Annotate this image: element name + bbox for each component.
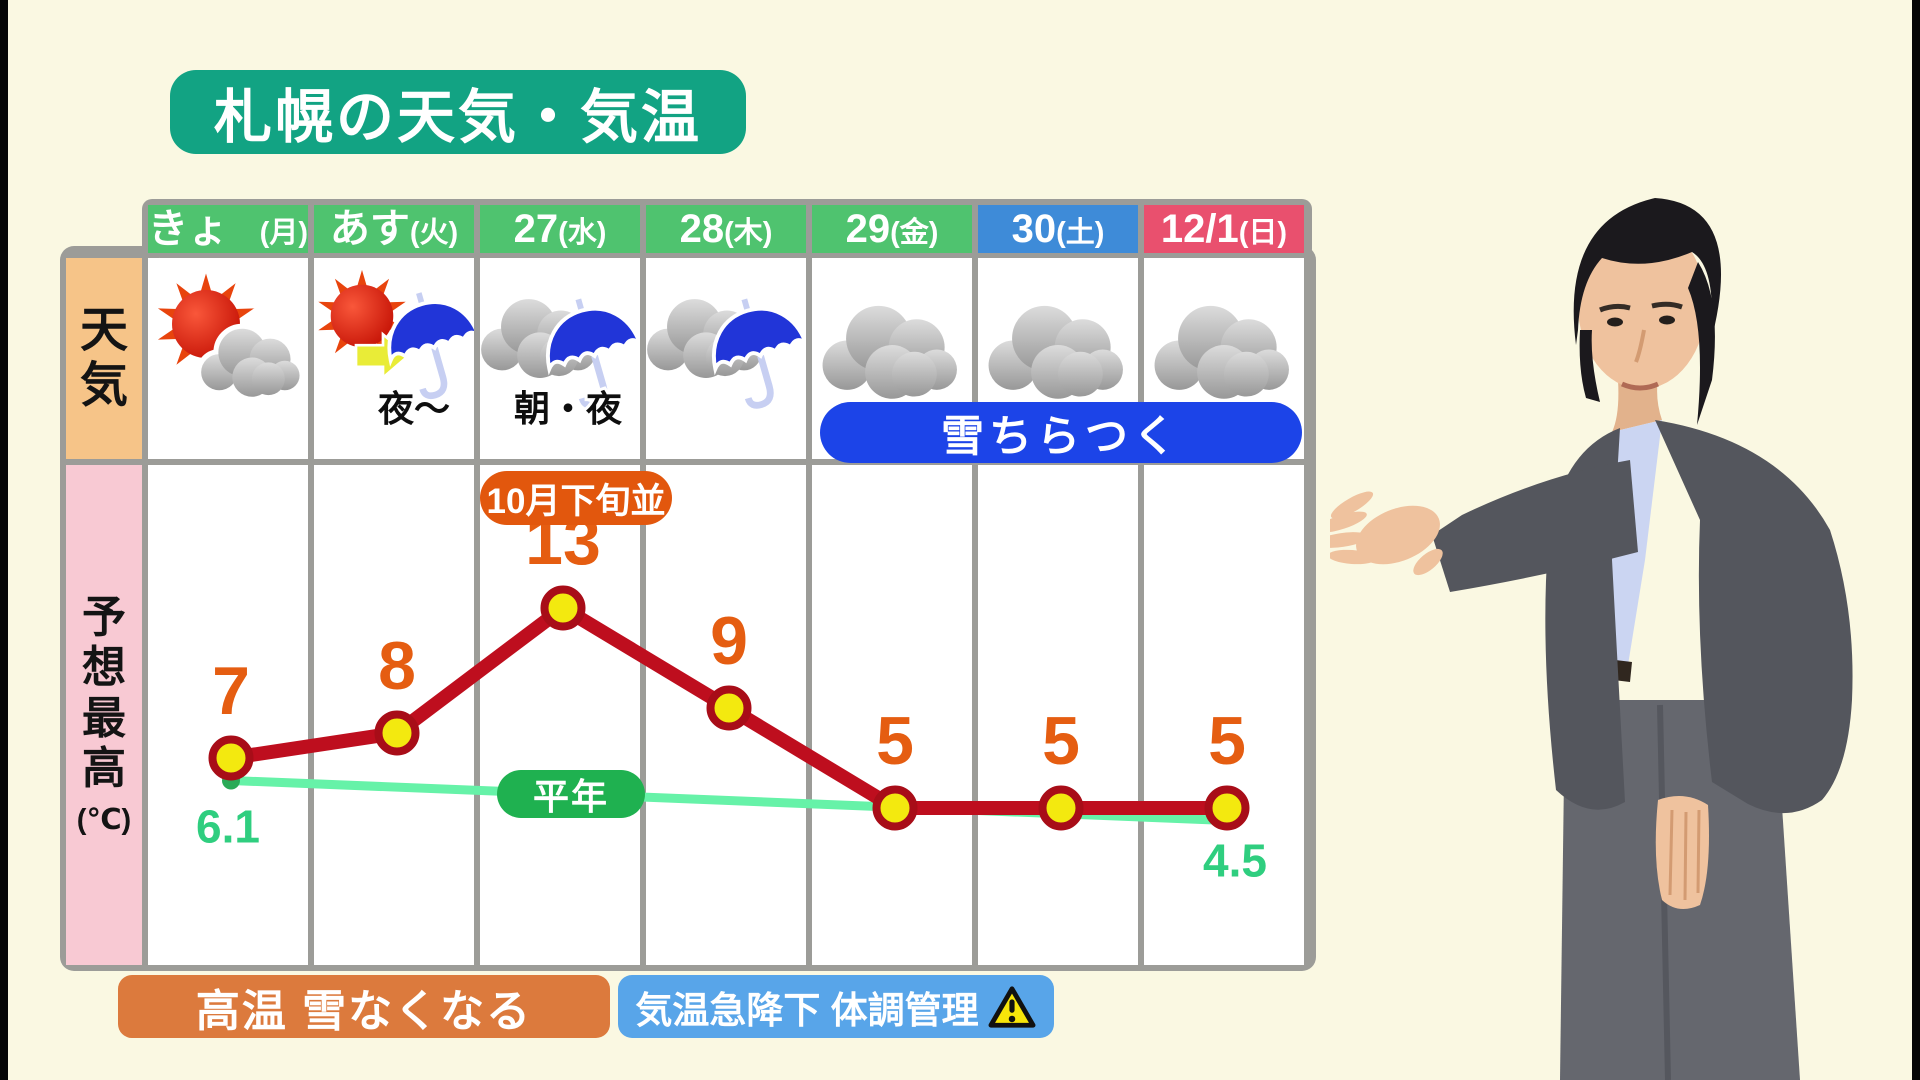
temp-value-3: 9 — [710, 603, 748, 679]
right-letterbox-bar — [1912, 0, 1920, 1080]
cloud-icon — [1058, 351, 1103, 397]
presenter-face — [1578, 221, 1706, 389]
cloud-icon — [1224, 351, 1269, 397]
day-header-5: 30 (土) — [978, 205, 1138, 253]
presenter-right-hand — [1655, 796, 1709, 909]
temp-dot-3 — [706, 685, 752, 731]
day-header-6: 12/1 (日) — [1144, 205, 1304, 253]
day-header-3: 28 (木) — [646, 205, 806, 253]
temp-dot-0 — [208, 735, 254, 781]
weather-note: 夜〜 — [377, 388, 450, 429]
cloud-icon — [817, 300, 962, 404]
umbrella-icon — [546, 298, 644, 409]
footer-banner-warm: 高温 雪なくなる — [118, 975, 610, 1038]
umbrella-icon — [387, 292, 483, 400]
temp-cell-6 — [1144, 465, 1304, 965]
footer-banner-cold: 気温急降下 体調管理 — [618, 975, 1054, 1038]
temp-dot-6 — [1204, 785, 1250, 831]
normal-end-value: 4.5 — [1203, 835, 1267, 887]
cloud-rain-icon — [642, 294, 810, 409]
temp-value-6: 5 — [1208, 703, 1246, 779]
temp-dot-4 — [872, 785, 918, 831]
normal-start-value: 6.1 — [196, 801, 260, 853]
weather-cell-2: 朝・夜 — [476, 258, 644, 459]
temp-row-label-text: 予想最高 — [82, 593, 126, 793]
temp-cell-4 — [812, 465, 972, 965]
day-header-1: あす (火) — [314, 205, 474, 253]
left-letterbox-bar — [0, 0, 8, 1080]
weather-row-label-text: 天気 — [79, 303, 128, 412]
weather-row-label: 天気 — [66, 258, 142, 459]
warning-triangle-icon — [988, 985, 1036, 1028]
normal-line-badge: 平年 — [497, 770, 645, 818]
temp-value-5: 5 — [1042, 703, 1080, 779]
sun-then-rain-icon: 夜〜 — [311, 262, 483, 432]
day-header-2: 27 (水) — [480, 205, 640, 253]
presenter-extended-hand — [1356, 505, 1440, 565]
peak-temperature-badge: 10月下旬並 — [480, 471, 672, 525]
temp-value-4: 5 — [876, 703, 914, 779]
footer-warm-text: 高温 雪なくなる — [195, 986, 533, 1036]
day-header-4: 29 (金) — [812, 205, 972, 253]
weather-cell-1: 夜〜 — [311, 258, 483, 459]
snow-flurries-banner: 雪ちらつく — [820, 402, 1302, 463]
cloud-icon — [1149, 300, 1294, 404]
presenter — [1330, 198, 1853, 1080]
page-title: 札幌の天気・気温 — [214, 85, 703, 150]
title-banner: 札幌の天気・気温 — [170, 70, 747, 154]
weather-note: 朝・夜 — [514, 388, 623, 429]
footer-cold-text: 気温急降下 体調管理 — [635, 989, 979, 1031]
temp-cell-5 — [978, 465, 1138, 965]
cloud-rain-icon: 朝・夜 — [476, 294, 644, 432]
temp-dot-5 — [1038, 785, 1084, 831]
temp-dot-2 — [540, 585, 586, 631]
temp-cell-2 — [480, 465, 640, 965]
presenter-hair — [1573, 198, 1722, 345]
temp-unit-label: (℃) — [76, 803, 132, 836]
sun-cloud-icon — [151, 266, 305, 402]
cloud-icon — [892, 351, 937, 397]
weather-cell-0 — [148, 258, 308, 459]
cloud-icon — [983, 300, 1128, 404]
temp-row-label: 予想最高 (℃) — [66, 465, 142, 965]
day-header-0: きょう(月) — [148, 205, 308, 299]
temp-dot-1 — [374, 710, 420, 756]
temp-value-0: 7 — [212, 653, 250, 729]
temp-cell-0 — [148, 465, 308, 965]
temp-value-1: 8 — [378, 628, 416, 704]
cloud-icon — [252, 362, 285, 396]
umbrella-icon — [712, 298, 810, 409]
weather-cell-3 — [642, 258, 810, 459]
